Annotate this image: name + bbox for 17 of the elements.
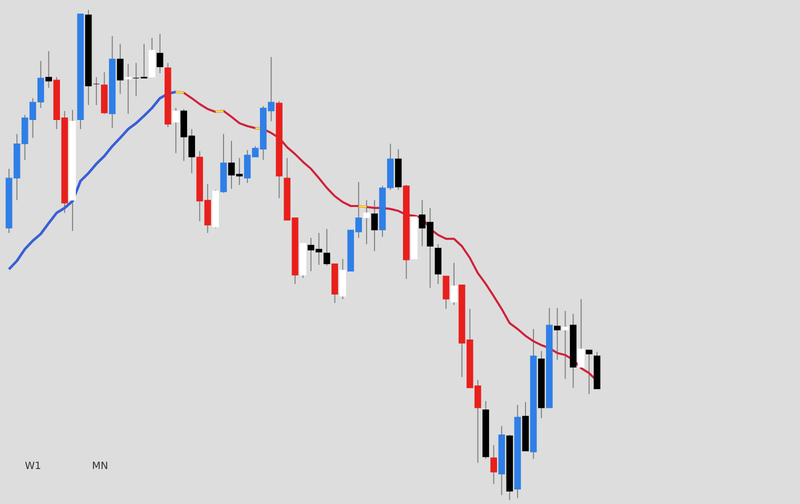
candlestick [562, 310, 569, 380]
annotation: W1 [24, 461, 42, 472]
candlestick [578, 298, 584, 368]
candlestick [45, 50, 52, 88]
candlestick [450, 262, 458, 306]
candlestick [363, 200, 370, 245]
candlestick [586, 350, 592, 395]
candlestick [554, 307, 561, 360]
candlestick [490, 444, 498, 484]
candlestick [324, 228, 330, 266]
candlestick [442, 276, 450, 310]
candlestick [172, 108, 180, 154]
candlestick [371, 200, 378, 252]
candlestick [156, 34, 164, 74]
candlestick [116, 43, 124, 94]
annotation: MN [92, 461, 108, 472]
candlestick [124, 63, 132, 114]
